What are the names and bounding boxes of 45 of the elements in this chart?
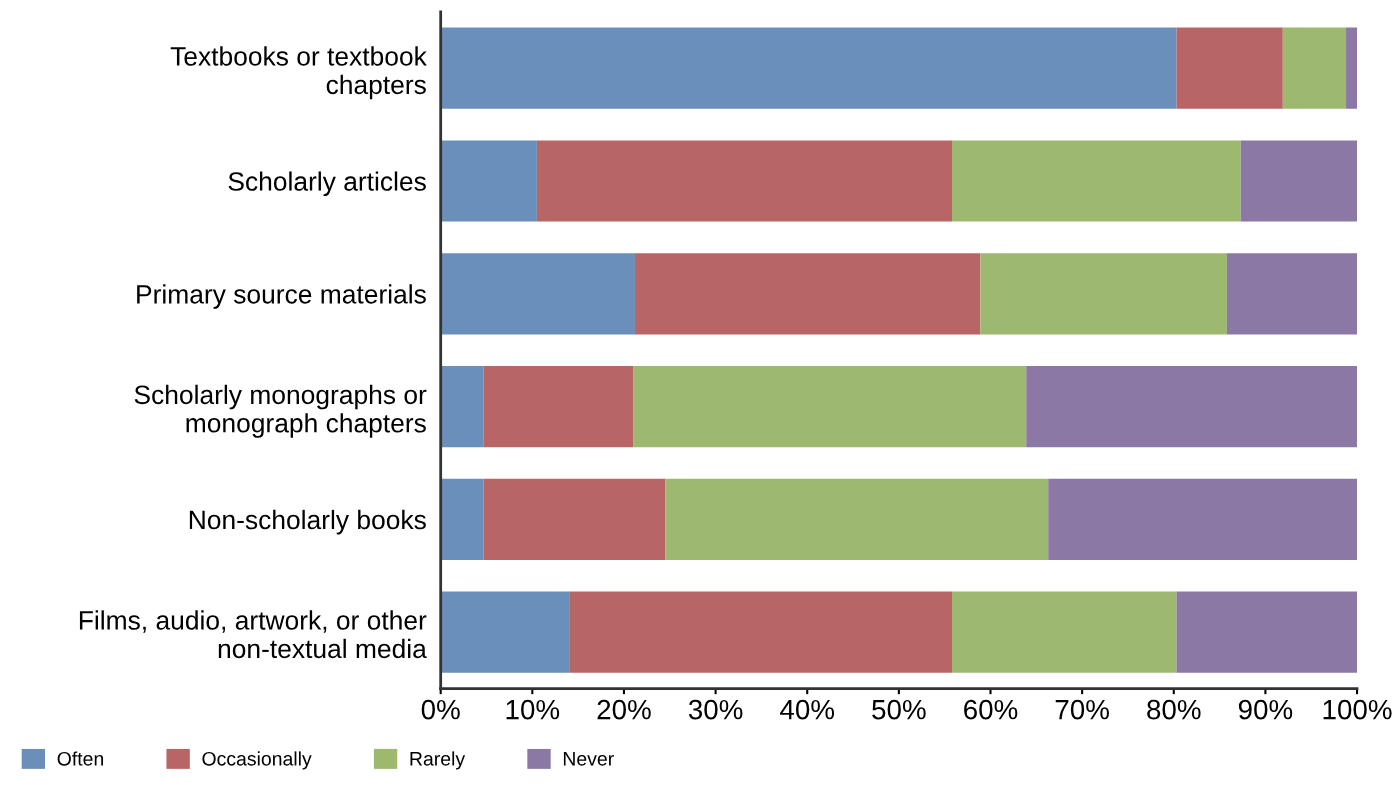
bar xyxy=(440,366,484,448)
bar xyxy=(536,140,953,222)
bar xyxy=(1026,366,1358,448)
x-tick-label: 60% xyxy=(964,699,1018,720)
legend-label: Often xyxy=(57,751,103,766)
y-tick-label: Films, audio, artwork, or other non-textual media xyxy=(79,610,427,659)
bar xyxy=(634,253,981,335)
bar xyxy=(483,478,666,561)
bar xyxy=(569,591,953,673)
legend-label: Never xyxy=(563,752,614,766)
bar xyxy=(1346,27,1358,109)
bar xyxy=(440,27,1177,109)
bar xyxy=(440,478,484,561)
x-tick-label: 10% xyxy=(506,699,560,720)
bar xyxy=(483,366,634,448)
x-tick-label: 90% xyxy=(1238,699,1293,720)
bar xyxy=(440,253,635,335)
legend-label: Occasionally xyxy=(202,751,312,770)
bar xyxy=(952,140,1241,222)
bar xyxy=(1176,591,1358,673)
x-tick-label: 20% xyxy=(597,699,651,720)
x-tick-label: 0% xyxy=(421,699,460,720)
x-tick-label: 70% xyxy=(1055,699,1109,720)
x-tick-label: 30% xyxy=(688,699,743,720)
bar xyxy=(665,478,1049,561)
y-tick-label: Scholarly monographs or monograph chapters xyxy=(134,384,427,438)
y-tick-label: Textbooks or textbook chapters xyxy=(170,46,427,100)
bar xyxy=(1282,27,1347,109)
bar xyxy=(1048,478,1358,561)
x-tick-label: 80% xyxy=(1147,699,1201,720)
y-tick-label: Non-scholarly books xyxy=(189,509,426,535)
x-tick-label: 100% xyxy=(1323,699,1392,720)
bar xyxy=(633,366,1027,448)
x-tick-label: 50% xyxy=(872,699,926,720)
y-tick-label: Primary source materials xyxy=(137,284,426,309)
legend-label: Rarely xyxy=(410,751,466,770)
bar xyxy=(1226,253,1358,335)
y-tick-label: Scholarly articles xyxy=(228,171,426,197)
bar xyxy=(952,591,1177,673)
x-tick-label: 40% xyxy=(780,699,835,720)
bar xyxy=(440,140,537,222)
bar xyxy=(1176,27,1283,109)
bar xyxy=(1240,140,1358,222)
bar xyxy=(980,253,1227,335)
bar xyxy=(440,591,570,673)
